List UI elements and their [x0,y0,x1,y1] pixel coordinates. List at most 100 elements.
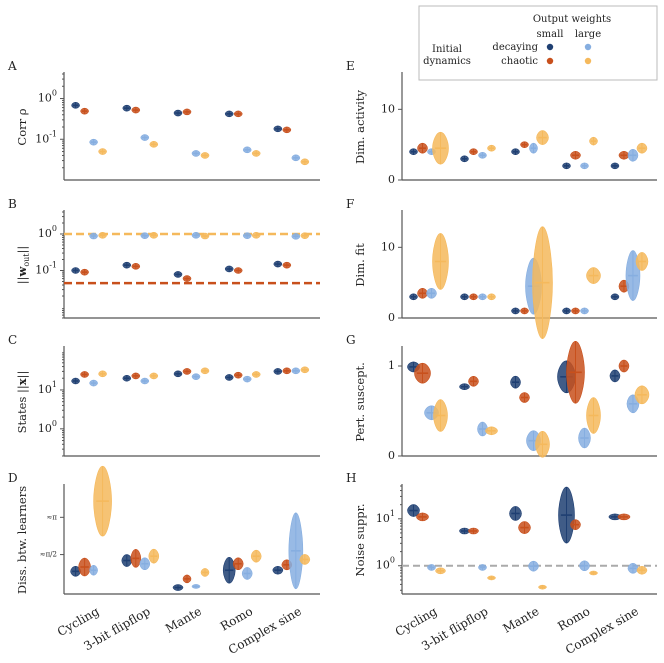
violin-chaotic-large [535,430,550,458]
violin-decaying-small [407,504,420,517]
legend-dot-chaotic-large [584,57,592,65]
violin-chaotic-small [131,263,141,270]
violin-chaotic-small [80,107,89,115]
violin-chaotic-small [182,368,192,375]
x-category-label: Mante [501,604,542,636]
violin-chaotic-small [570,150,581,160]
violin-chaotic-small [182,108,192,116]
violin-chaotic-large [589,570,598,576]
legend-title: Output weights [533,14,611,25]
violin-decaying-small [459,527,470,535]
violin-decaying-large [426,287,437,299]
violin-chaotic-small [282,126,292,134]
violin-decaying-small [173,109,183,117]
violin-chaotic-large [98,148,107,155]
violin-decaying-small [71,102,80,109]
violin-decaying-small [71,377,80,385]
violin-chaotic-large [93,465,112,537]
violin-chaotic-small [282,261,292,269]
violin-decaying-large [578,427,591,449]
violin-chaotic-small [469,148,478,156]
y-axis-label: Dim. activity [353,90,367,165]
x-category-label: Mante [163,604,204,636]
y-tick-label: 101 [38,380,57,396]
violin-decaying-small [224,265,234,273]
y-axis-label: Pert. suscept. [353,362,367,442]
y-tick-label: 0 [388,449,395,462]
y-tick-label: 0 [388,311,395,324]
violin-decaying-large [478,151,487,159]
y-tick-label: 100 [38,89,57,105]
legend-row-chaotic: chaotic [501,56,538,67]
violin-chaotic-small [570,519,581,530]
violin-chaotic-large [149,232,159,239]
violin-decaying-small [510,375,521,389]
panel-B: B ||wout||10-1 100 [8,197,320,319]
panel-letter: F [346,197,354,211]
violin-decaying-large [242,146,252,154]
violin-chaotic-small [618,150,630,160]
violin-chaotic-large [487,293,496,301]
violin-chaotic-large [589,136,598,146]
y-tick-label: ≈π/2 [40,551,57,559]
y-tick-label: 10 [381,240,395,253]
violin-decaying-large [89,379,98,387]
violin-chaotic-small [80,268,89,276]
violin-decaying-small [222,556,236,584]
violin-chaotic-small [520,141,529,148]
violin-decaying-small [122,104,132,112]
violin-decaying-large [191,150,201,157]
violin-chaotic-large [300,232,310,239]
violin-decaying-large [291,233,301,240]
violin-chaotic-small [131,372,141,380]
violin-chaotic-small [416,512,429,522]
violin-decaying-small [173,271,183,278]
legend-row-header: dynamics [423,56,471,67]
legend-dot-decaying-small [546,43,554,51]
y-tick-label: 101 [376,509,395,525]
violin-decaying-small [121,554,133,567]
panel-G: G Pert. suscept. 0 1 [346,333,657,462]
panel-A: A Corr ρ 10-1 100 [7,59,320,181]
y-tick-label: 100 [38,224,57,240]
panel-letter: B [8,197,17,211]
y-axis-label: Dim. fit [353,243,367,287]
violin-decaying-small [610,162,620,170]
violin-chaotic-small [469,293,478,301]
violin-decaying-large [580,307,589,315]
violin-chaotic-small [519,392,530,403]
y-axis-label: Diss. btw. learners [15,486,29,594]
violin-decaying-small [224,374,234,381]
violin-chaotic-large [636,565,648,575]
violin-decaying-large [291,154,301,162]
violin-chaotic-large [148,548,160,564]
violin-decaying-small [122,261,132,269]
violin-decaying-large [288,512,304,590]
violin-chaotic-small [282,367,292,375]
violin-chaotic-small [520,307,529,315]
panel-letter: C [8,333,17,347]
legend-frame [418,5,658,81]
legend-col-small: small [537,29,564,40]
y-axis-label: Corr ρ [15,108,29,145]
y-tick-label: 100 [376,556,395,572]
violin-decaying-small [509,506,522,521]
violin-chaotic-large [98,370,107,378]
violin-chaotic-small [518,521,531,534]
violin-decaying-large [478,293,487,301]
violin-decaying-large [89,232,98,240]
violin-chaotic-small [182,574,192,584]
violin-chaotic-small [232,557,244,571]
y-tick-label: 0 [388,173,395,186]
violin-chaotic-large [200,152,210,159]
violin-decaying-small [272,565,284,575]
violin-chaotic-large [586,267,601,284]
violin-chaotic-large [149,141,159,148]
violin-chaotic-large [435,567,446,575]
panel-letter: A [7,59,17,73]
violin-chaotic-small [468,527,479,535]
panel-letter: D [8,471,18,485]
violin-decaying-small [273,125,283,133]
violin-decaying-large [529,142,538,154]
violin-chaotic-small [618,359,630,373]
